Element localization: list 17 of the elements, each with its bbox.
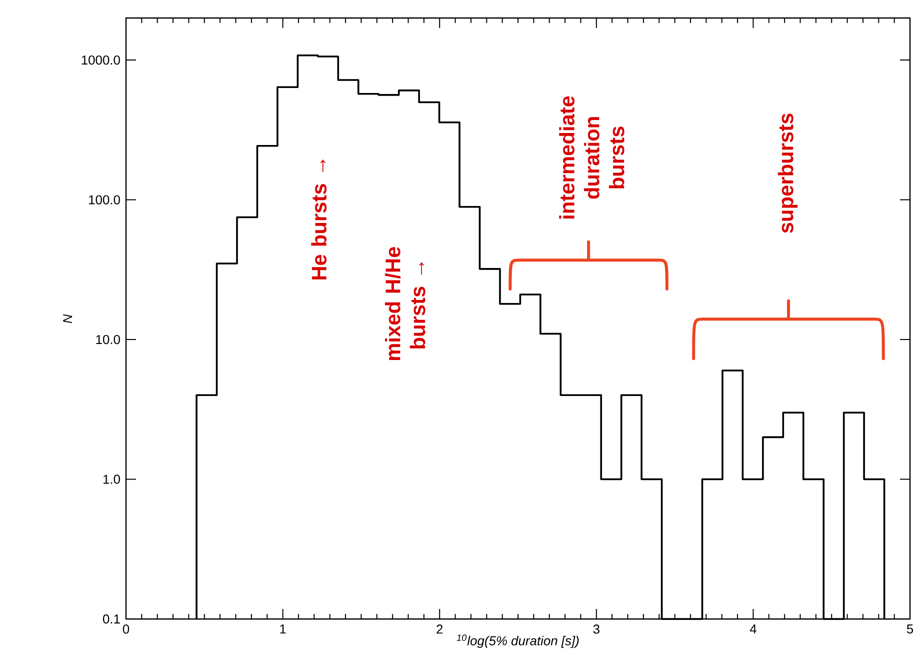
y-tick-label: 1000.0 [82,55,120,65]
y-tick-label: 100.0 [89,195,120,204]
x-tick-label: 3 [593,624,600,634]
y-tick-label: 1.0 [103,474,120,484]
y-axis-title: N [63,314,72,324]
y-tick-label: 0.1 [102,614,120,624]
annotation: mixed H/He bursts → [384,247,426,360]
annotation: He bursts → [311,160,327,280]
x-tick-label: 5 [906,624,914,634]
x-tick-label: 4 [750,624,756,634]
x-tick-label: 0 [122,624,130,634]
x-tick-label: 2 [436,624,443,634]
y-tick-label: 10.0 [96,334,120,344]
x-tick-label: 1 [280,624,286,634]
annotation: intermediate duration bursts [559,96,624,218]
annotation: superbursts [778,114,798,233]
x-axis-title: $^{10}$log(5% duration [s]) [456,634,579,648]
